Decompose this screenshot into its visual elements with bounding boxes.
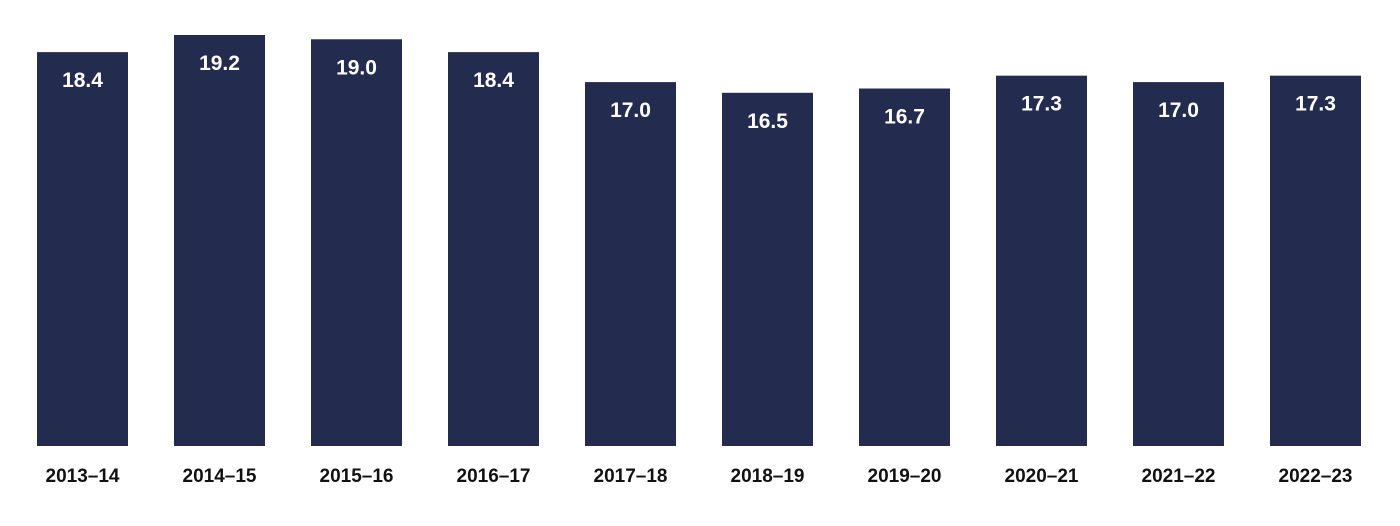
- x-tick-label-2018–19: 2018–19: [731, 466, 805, 487]
- x-tick-label-2017–18: 2017–18: [594, 466, 668, 487]
- bar-2014–15: [174, 35, 265, 446]
- x-tick-label-2013–14: 2013–14: [46, 466, 120, 487]
- bar-2013–14: [37, 52, 128, 446]
- data-label-2013–14: 18.4: [62, 69, 103, 92]
- bar-2019–20: [859, 88, 950, 446]
- bar-2016–17: [448, 52, 539, 446]
- x-tick-label-2019–20: 2019–20: [868, 466, 942, 487]
- bar-2021–22: [1133, 82, 1224, 446]
- x-tick-label-2015–16: 2015–16: [320, 466, 394, 487]
- x-tick-label-2022–23: 2022–23: [1279, 466, 1353, 487]
- bar-2015–16: [311, 39, 402, 446]
- data-label-2016–17: 18.4: [473, 69, 514, 92]
- data-label-2014–15: 19.2: [199, 52, 240, 75]
- bars-group: [37, 35, 1361, 446]
- bar-2020–21: [996, 75, 1087, 446]
- x-axis-tick-labels: 2013–14 2014–15 2015–16 2016–17 2017–18 2018–…: [46, 466, 1353, 487]
- value-labels-group: 18.4 19.2 19.0 18.4 17.0 16.5 16.7 17.3 17.0 17.3: [62, 52, 1336, 133]
- x-tick-label-2020–21: 2020–21: [1005, 466, 1079, 487]
- x-tick-label-2016–17: 2016–17: [457, 466, 531, 487]
- data-label-2015–16: 19.0: [336, 56, 377, 79]
- bar-2018–19: [722, 92, 813, 446]
- data-label-2022–23: 17.3: [1295, 93, 1336, 116]
- x-tick-label-2014–15: 2014–15: [183, 466, 257, 487]
- bar-2022–23: [1270, 75, 1361, 446]
- bar-2017–18: [585, 82, 676, 446]
- x-tick-label-2021–22: 2021–22: [1142, 466, 1216, 487]
- data-label-2021–22: 17.0: [1158, 99, 1199, 122]
- data-label-2018–19: 16.5: [747, 110, 788, 133]
- data-label-2020–21: 17.3: [1021, 93, 1062, 116]
- data-label-2019–20: 16.7: [884, 106, 925, 129]
- data-label-2017–18: 17.0: [610, 99, 651, 122]
